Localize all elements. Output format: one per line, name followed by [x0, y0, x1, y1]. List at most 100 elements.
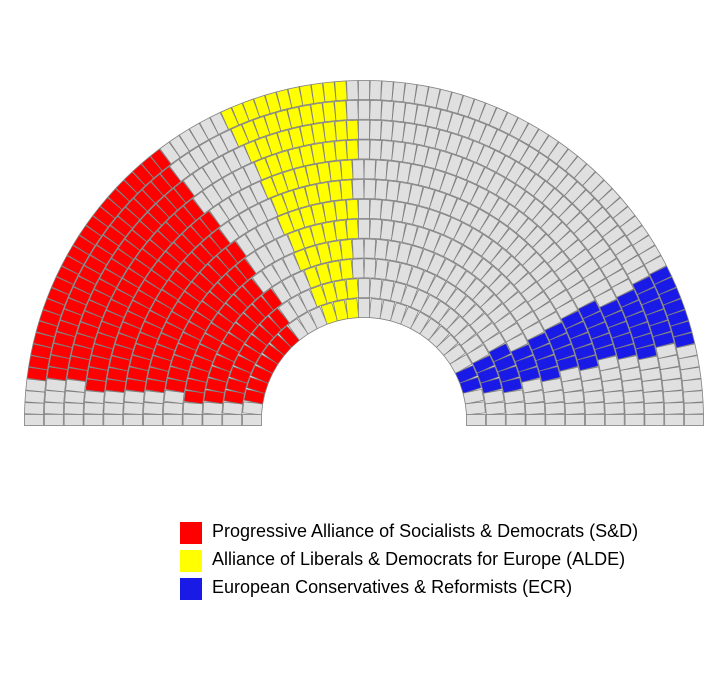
- seat: [25, 403, 44, 415]
- seat: [644, 403, 663, 415]
- seat: [585, 402, 605, 414]
- seat: [203, 414, 222, 425]
- seat: [364, 259, 376, 278]
- seat: [323, 142, 336, 162]
- seat: [369, 219, 381, 239]
- seat: [223, 415, 242, 426]
- seat: [370, 100, 382, 119]
- seat: [682, 379, 702, 392]
- seat: [381, 140, 394, 160]
- seat: [84, 403, 103, 415]
- seat: [685, 414, 704, 425]
- seat: [223, 402, 243, 415]
- seat: [335, 121, 347, 141]
- seat: [486, 415, 505, 426]
- seat: [104, 391, 124, 404]
- seat: [358, 120, 369, 139]
- legend-swatch: [180, 578, 202, 600]
- seat: [347, 120, 359, 139]
- seat: [622, 379, 642, 392]
- seat: [381, 101, 394, 121]
- seat: [624, 391, 644, 404]
- seat: [605, 403, 624, 415]
- seat: [353, 160, 364, 179]
- seat: [347, 199, 359, 219]
- seat: [683, 391, 703, 403]
- seat: [347, 140, 359, 159]
- legend-item-sd: Progressive Alliance of Socialists & Dem…: [180, 520, 680, 544]
- seat: [375, 160, 387, 180]
- seat: [664, 402, 683, 414]
- seat: [645, 414, 664, 425]
- seat: [505, 402, 525, 415]
- seat: [44, 414, 63, 425]
- seat: [163, 414, 182, 425]
- seat: [375, 180, 388, 200]
- seat: [25, 414, 44, 425]
- seat: [602, 379, 622, 393]
- seat: [124, 402, 144, 414]
- seat: [346, 299, 359, 319]
- seat: [566, 414, 585, 425]
- seat: [203, 402, 223, 415]
- seat: [584, 391, 604, 404]
- seat: [346, 100, 358, 119]
- seat: [340, 259, 353, 279]
- seat: [369, 279, 382, 299]
- seat: [340, 180, 353, 200]
- seat: [546, 414, 565, 425]
- seat: [329, 161, 342, 181]
- legend-swatch: [180, 550, 202, 572]
- seat: [358, 140, 369, 159]
- seat: [358, 81, 369, 100]
- legend-item-ecr: European Conservatives & Reformists (ECR…: [180, 576, 680, 600]
- seat: [340, 239, 353, 259]
- seat: [335, 200, 348, 220]
- seat: [243, 414, 262, 425]
- legend-label: European Conservatives & Reformists (ECR…: [212, 576, 572, 598]
- seat: [163, 402, 183, 414]
- seat: [465, 402, 485, 415]
- seat: [352, 259, 364, 278]
- seat: [104, 414, 123, 425]
- seat: [364, 160, 375, 179]
- seat: [45, 391, 65, 404]
- seat: [323, 102, 336, 122]
- seat: [604, 391, 624, 404]
- seat: [359, 279, 370, 298]
- seat: [64, 414, 83, 425]
- seat: [104, 403, 123, 415]
- parliament-hemicycle-chart: [0, 0, 728, 500]
- seat: [582, 379, 602, 393]
- seat: [370, 81, 382, 100]
- seat: [370, 140, 382, 159]
- legend-label: Alliance of Liberals & Democrats for Eur…: [212, 548, 625, 570]
- seat: [358, 199, 369, 218]
- seat: [65, 391, 85, 403]
- seat: [358, 100, 369, 119]
- seat: [335, 81, 347, 101]
- seat: [323, 122, 336, 142]
- seat: [335, 101, 348, 121]
- seat: [642, 379, 662, 392]
- seat: [644, 391, 664, 403]
- seat: [381, 81, 393, 101]
- seat: [352, 239, 364, 258]
- seat: [84, 391, 104, 404]
- seat: [545, 402, 565, 414]
- seat: [564, 391, 584, 404]
- seat: [525, 402, 545, 414]
- seat: [663, 391, 683, 404]
- legend-swatch: [180, 522, 202, 544]
- seat: [346, 279, 359, 299]
- seat: [381, 121, 393, 141]
- seat: [467, 414, 486, 425]
- seat: [346, 219, 358, 239]
- seat: [524, 390, 544, 403]
- seat: [64, 403, 83, 415]
- seat: [124, 391, 144, 404]
- seat: [84, 414, 103, 425]
- seat: [311, 83, 325, 103]
- seat: [364, 239, 376, 258]
- seat: [352, 180, 364, 199]
